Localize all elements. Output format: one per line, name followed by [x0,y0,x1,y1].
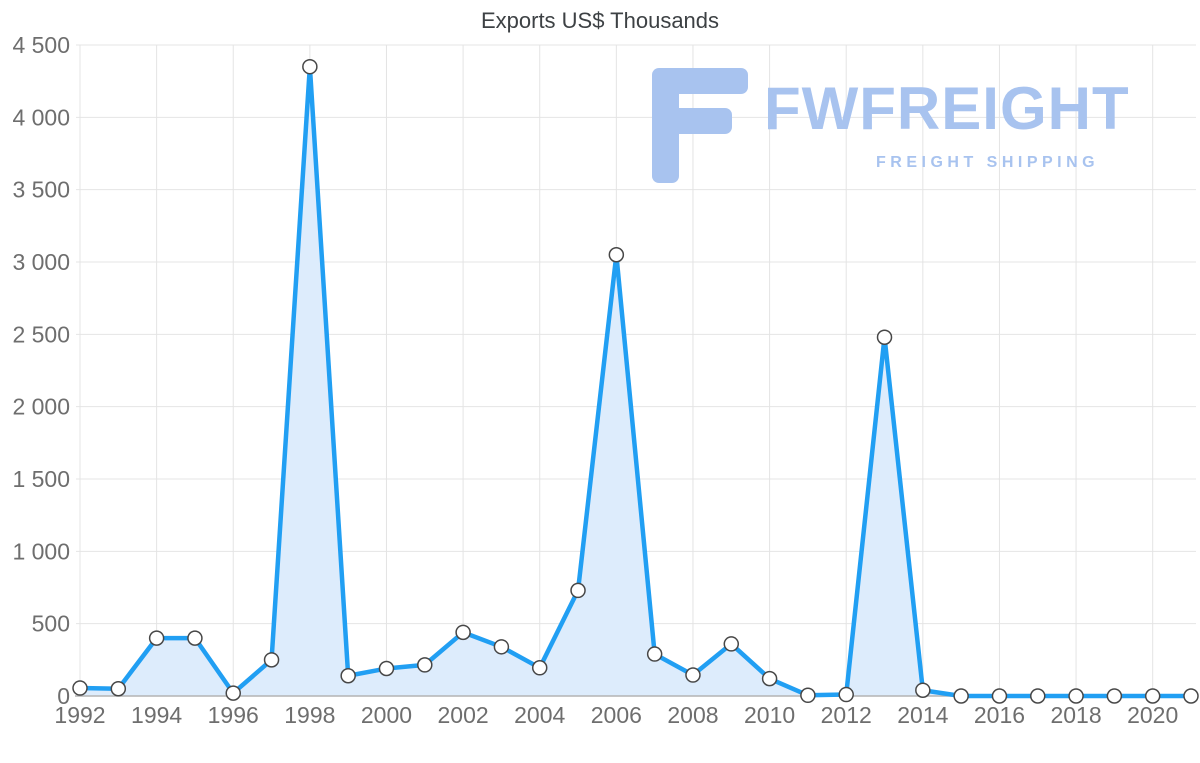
data-point-marker[interactable] [417,657,433,673]
data-point-marker[interactable] [991,688,1008,704]
y-tick-label: 0 [57,683,70,709]
data-point-marker[interactable] [646,646,663,662]
data-point-marker[interactable] [493,639,510,655]
data-point-marker[interactable] [148,630,165,646]
y-tick-label: 4 000 [12,104,70,130]
data-point-marker[interactable] [455,624,471,641]
x-tick-label: 2006 [591,702,642,728]
y-tick-label: 3 000 [12,249,70,275]
data-point-marker[interactable] [225,685,241,701]
y-tick-label: 2 500 [12,321,70,347]
x-tick-label: 1998 [284,702,335,728]
data-point-marker[interactable] [570,582,586,599]
data-point-marker[interactable] [72,680,88,696]
x-tick-label: 2000 [361,702,412,728]
x-tick-label: 2018 [1050,702,1101,728]
chart-title: Exports US$ Thousands [480,8,720,33]
x-tick-label: 2004 [514,702,565,728]
x-tick-label: 2008 [667,702,718,728]
data-point-marker[interactable] [915,682,931,698]
data-point-marker[interactable] [761,670,778,687]
x-tick-label: 2020 [1127,702,1178,728]
y-tick-label: 1 000 [12,538,70,564]
area-fill [80,66,1191,696]
data-point-marker[interactable] [685,667,701,683]
data-point-marker[interactable] [800,687,816,704]
y-tick-label: 500 [32,611,70,637]
data-point-marker[interactable] [1183,688,1199,704]
data-point-marker[interactable] [263,652,280,668]
data-point-marker[interactable] [876,329,893,345]
data-point-marker[interactable] [110,681,127,697]
data-point-marker[interactable] [953,688,969,704]
x-tick-label: 1994 [131,702,182,728]
x-tick-label: 2002 [438,702,489,728]
y-tick-label: 2 000 [12,394,70,420]
x-tick-label: 2010 [744,702,795,728]
x-tick-label: 2014 [897,702,948,728]
data-point-marker[interactable] [1106,688,1123,704]
data-point-marker[interactable] [1144,688,1161,704]
data-point-marker[interactable] [340,667,356,684]
data-point-marker[interactable] [723,636,740,652]
data-point-marker[interactable] [608,247,625,263]
x-tick-label: 1992 [54,702,105,728]
x-tick-label: 2016 [974,702,1025,728]
y-tick-label: 3 500 [12,177,70,203]
data-point-marker[interactable] [302,58,318,75]
data-point-marker[interactable] [378,660,395,677]
x-tick-label: 1996 [208,702,259,728]
y-tick-label: 4 500 [12,32,70,58]
data-point-marker[interactable] [1068,688,1084,704]
x-tick-label: 2012 [821,702,872,728]
data-point-marker[interactable] [1030,688,1046,704]
data-point-marker[interactable] [531,660,548,676]
y-tick-label: 1 500 [12,466,70,492]
data-point-marker[interactable] [838,686,854,703]
data-point-marker[interactable] [187,630,203,646]
